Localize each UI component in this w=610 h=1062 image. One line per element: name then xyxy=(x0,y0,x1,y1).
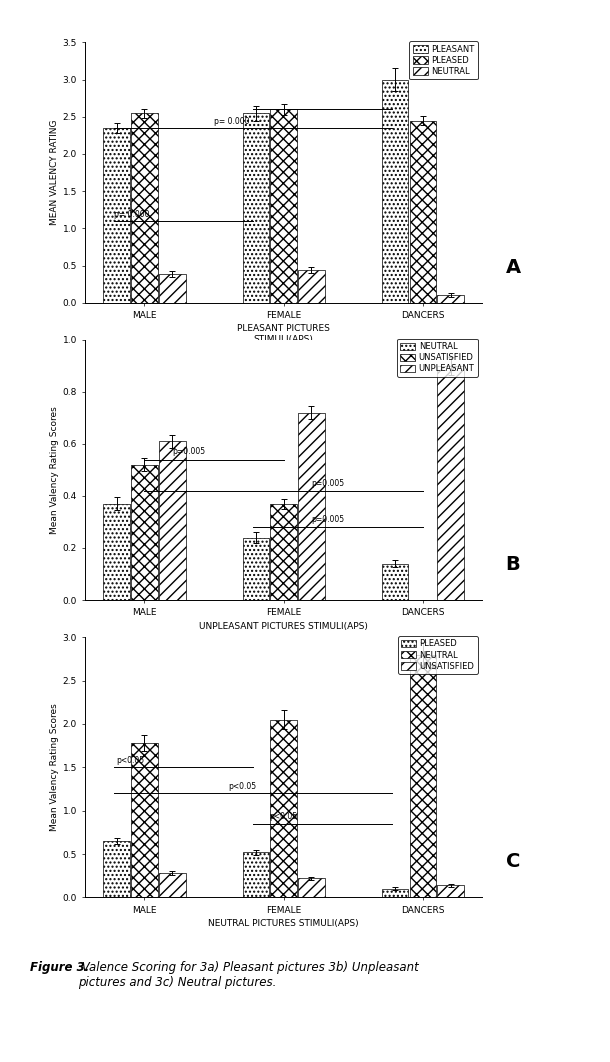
Bar xyxy=(298,878,325,897)
Bar xyxy=(159,873,185,897)
Text: p<0.05: p<0.05 xyxy=(117,756,145,765)
Text: Figure 3.: Figure 3. xyxy=(30,961,90,974)
Bar xyxy=(131,743,158,897)
Y-axis label: MEAN VALENCY RATING: MEAN VALENCY RATING xyxy=(49,120,59,225)
Legend: PLEASED, NEUTRAL, UNSATISFIED: PLEASED, NEUTRAL, UNSATISFIED xyxy=(398,636,478,674)
X-axis label: NEUTRAL PICTURES STIMULI(APS): NEUTRAL PICTURES STIMULI(APS) xyxy=(209,919,359,928)
Bar xyxy=(382,564,408,600)
Bar xyxy=(298,413,325,600)
Bar xyxy=(409,654,436,897)
Text: p=0.005: p=0.005 xyxy=(312,515,345,524)
Text: A: A xyxy=(506,258,521,277)
Text: B: B xyxy=(506,555,520,573)
Text: p=0.005: p=0.005 xyxy=(312,479,345,487)
Bar xyxy=(159,442,185,600)
Bar xyxy=(409,121,436,303)
Bar xyxy=(104,841,130,897)
X-axis label: UNPLEASANT PICTURES STIMULI(APS): UNPLEASANT PICTURES STIMULI(APS) xyxy=(199,621,368,631)
Bar xyxy=(437,886,464,897)
Bar xyxy=(382,889,408,897)
Text: C: C xyxy=(506,853,520,871)
Y-axis label: Mean Valency Rating Scores: Mean Valency Rating Scores xyxy=(49,703,59,832)
X-axis label: PLEASANT PICTURES
STIMULI(APS): PLEASANT PICTURES STIMULI(APS) xyxy=(237,324,330,344)
Bar xyxy=(104,503,130,600)
Bar xyxy=(298,270,325,303)
Y-axis label: Mean Valency Rating Scores: Mean Valency Rating Scores xyxy=(49,406,59,534)
Bar xyxy=(243,114,269,303)
Bar xyxy=(437,365,464,600)
Text: p=0.005: p=0.005 xyxy=(172,447,206,457)
Bar xyxy=(437,295,464,303)
Legend: NEUTRAL, UNSATISFIED, UNPLEASANT: NEUTRAL, UNSATISFIED, UNPLEASANT xyxy=(397,339,478,377)
Bar xyxy=(104,129,130,303)
Bar xyxy=(382,80,408,303)
Bar xyxy=(243,537,269,600)
Text: p<0.05: p<0.05 xyxy=(228,782,256,791)
Text: p= 0.000: p= 0.000 xyxy=(114,210,149,219)
Bar xyxy=(270,503,297,600)
Bar xyxy=(159,274,185,303)
Text: p= 0.000: p= 0.000 xyxy=(214,117,249,126)
Legend: PLEASANT, PLEASED, NEUTRAL: PLEASANT, PLEASED, NEUTRAL xyxy=(409,41,478,80)
Bar xyxy=(270,720,297,897)
Text: p<0.05: p<0.05 xyxy=(270,812,298,821)
Bar xyxy=(270,109,297,303)
Bar xyxy=(131,465,158,600)
Text: Valence Scoring for 3a) Pleasant pictures 3b) Unpleasant
pictures and 3c) Neutra: Valence Scoring for 3a) Pleasant picture… xyxy=(78,961,419,989)
Bar xyxy=(131,114,158,303)
Bar xyxy=(243,853,269,897)
